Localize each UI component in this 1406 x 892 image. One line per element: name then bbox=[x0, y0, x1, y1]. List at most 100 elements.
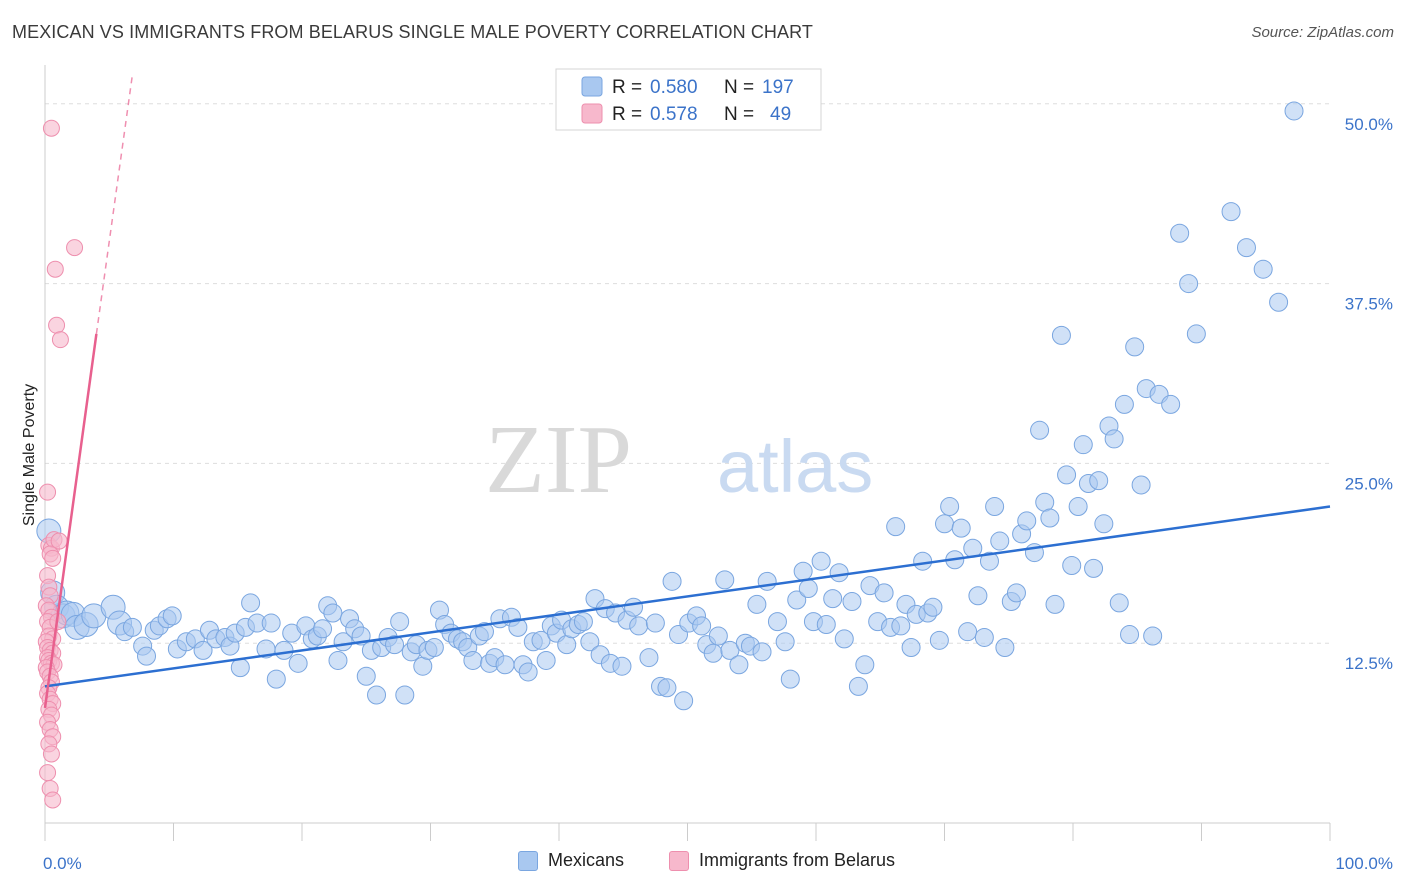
y-tick-label-2: 37.5% bbox=[1345, 295, 1393, 314]
mexicans-point-119 bbox=[757, 571, 777, 591]
mexicans-point-172 bbox=[1068, 497, 1088, 517]
legend-r-value-2: 0.578 bbox=[650, 104, 698, 125]
mexicans-point-144 bbox=[913, 551, 933, 571]
mexicans-point-152 bbox=[958, 622, 978, 642]
bottom-legend-label-belarus: Immigrants from Belarus bbox=[699, 850, 896, 870]
mexicans-point-103 bbox=[662, 571, 682, 591]
bottom-legend-swatch-mexicans bbox=[518, 850, 538, 871]
mexicans-point-30 bbox=[241, 593, 261, 613]
mexicans-point-179 bbox=[1104, 429, 1124, 449]
x-tick-label-start: 0.0% bbox=[43, 854, 82, 873]
mexicans-point-134 bbox=[855, 655, 875, 675]
mexicans-point-130 bbox=[829, 563, 849, 583]
belarus-point-3 bbox=[51, 331, 69, 349]
mexicans-point-196 bbox=[1284, 101, 1304, 121]
mexicans-point-183 bbox=[1125, 337, 1145, 357]
mexicans-point-161 bbox=[1006, 583, 1026, 603]
belarus-point-47 bbox=[44, 791, 62, 809]
legend-n-value-2: 49 bbox=[770, 104, 791, 125]
mexicans-point-55 bbox=[390, 612, 410, 632]
mexicans-point-190 bbox=[1179, 274, 1199, 294]
watermark-atlas: atlas bbox=[717, 425, 873, 508]
mexicans-point-22 bbox=[193, 640, 213, 660]
mexicans-point-184 bbox=[1131, 475, 1151, 495]
mexicans-point-37 bbox=[288, 653, 308, 673]
mexicans-point-54 bbox=[385, 635, 405, 655]
mexicans-point-127 bbox=[811, 551, 831, 571]
watermark: ZIP atlas bbox=[485, 406, 873, 514]
mexicans-point-61 bbox=[424, 638, 444, 658]
mexicans-point-148 bbox=[935, 514, 954, 534]
mexicans-point-151 bbox=[951, 518, 971, 538]
mexicans-point-102 bbox=[657, 678, 677, 698]
mexicans-point-129 bbox=[823, 589, 843, 609]
watermark-zip: ZIP bbox=[485, 406, 632, 514]
mexicans-point-188 bbox=[1161, 394, 1181, 414]
mexicans-point-70 bbox=[474, 622, 494, 642]
mexicans-point-110 bbox=[703, 643, 723, 663]
chart-title: MEXICAN VS IMMIGRANTS FROM BELARUS SINGL… bbox=[12, 22, 814, 42]
mexicans-point-41 bbox=[313, 619, 333, 639]
mexicans-point-170 bbox=[1057, 465, 1077, 485]
mexicans-point-120 bbox=[767, 612, 787, 632]
bottom-legend-swatch-belarus bbox=[669, 850, 689, 871]
mexicans-point-118 bbox=[752, 642, 772, 662]
legend-n-label-1: N = bbox=[724, 77, 754, 98]
mexicans-points bbox=[36, 101, 1304, 711]
legend-r-value-1: 0.580 bbox=[650, 77, 698, 98]
mexicans-point-98 bbox=[629, 616, 649, 636]
belarus-point-11 bbox=[44, 549, 62, 567]
mexicans-point-59 bbox=[413, 656, 433, 676]
mexicans-point-111 bbox=[708, 626, 728, 646]
mexicans-point-156 bbox=[979, 551, 999, 571]
mexicans-point-137 bbox=[874, 583, 894, 603]
mexicans-point-51 bbox=[367, 685, 387, 705]
mexicans-point-81 bbox=[536, 650, 556, 670]
mexicans-point-186 bbox=[1143, 626, 1163, 646]
x-tick-label-end: 100.0% bbox=[1335, 854, 1393, 873]
belarus-point-1 bbox=[46, 260, 64, 278]
legend-swatch-mexicans bbox=[581, 76, 603, 97]
mexicans-point-18 bbox=[162, 606, 182, 626]
grid-layer bbox=[45, 103, 1330, 644]
mexicans-point-122 bbox=[780, 669, 800, 689]
mexicans-point-163 bbox=[1017, 511, 1037, 531]
mexicans-point-193 bbox=[1236, 238, 1256, 258]
mexicans-point-28 bbox=[230, 658, 250, 678]
mexicans-trendline bbox=[44, 505, 1331, 688]
mexicans-point-146 bbox=[923, 597, 943, 617]
mexicans-point-123 bbox=[787, 590, 807, 610]
belarus-point-2 bbox=[48, 316, 66, 334]
trendline-layer bbox=[43, 74, 1331, 709]
mexicans-point-99 bbox=[639, 648, 659, 668]
mexicans-point-176 bbox=[1089, 471, 1109, 491]
mexicans-point-12 bbox=[122, 617, 142, 637]
tick-label-layer: 12.5% 25.0% 37.5% 50.0% 0.0% 100.0% bbox=[43, 115, 1393, 873]
mexicans-point-121 bbox=[775, 632, 795, 652]
mexicans-point-95 bbox=[612, 656, 632, 676]
mexicans-point-49 bbox=[356, 666, 376, 686]
mexicans-point-128 bbox=[816, 614, 836, 634]
belarus-point-44 bbox=[42, 745, 60, 763]
mexicans-point-169 bbox=[1051, 325, 1071, 345]
mexicans-point-189 bbox=[1170, 223, 1190, 243]
mexicans-point-155 bbox=[974, 627, 994, 647]
mexicans-point-133 bbox=[848, 676, 868, 696]
mexicans-point-33 bbox=[261, 613, 281, 633]
belarus-point-45 bbox=[39, 764, 57, 782]
mexicans-point-168 bbox=[1045, 594, 1065, 614]
legend-r-label-1: R = bbox=[612, 77, 642, 98]
mexicans-point-124 bbox=[793, 561, 813, 581]
mexicans-point-56 bbox=[395, 685, 415, 705]
y-axis-label: Single Male Poverty bbox=[21, 384, 38, 526]
mexicans-point-112 bbox=[715, 570, 735, 590]
bottom-legend-label-mexicans: Mexicans bbox=[548, 850, 625, 870]
mexicans-point-158 bbox=[990, 531, 1010, 551]
mexicans-point-167 bbox=[1040, 508, 1060, 528]
belarus-point-0 bbox=[42, 119, 60, 137]
y-tick-label-0: 12.5% bbox=[1345, 654, 1393, 673]
mexicans-point-154 bbox=[968, 586, 988, 606]
mexicans-point-68 bbox=[463, 650, 483, 670]
mexicans-point-157 bbox=[985, 497, 1005, 517]
mexicans-point-43 bbox=[323, 603, 343, 623]
